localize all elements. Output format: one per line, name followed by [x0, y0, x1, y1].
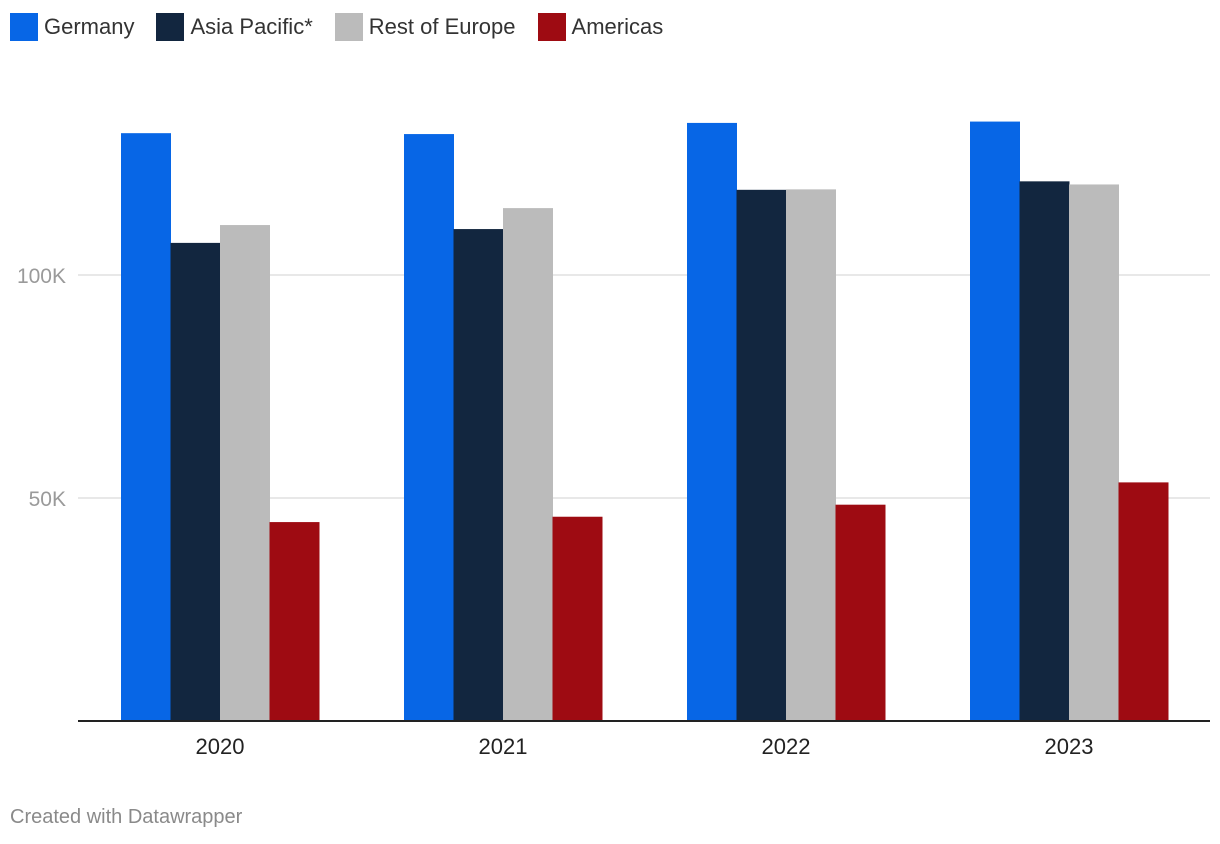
legend-label-germany: Germany	[44, 14, 135, 39]
bar-asia-pacific-2023	[1019, 181, 1070, 722]
y-tick-label-50k: 50K	[29, 488, 66, 511]
bar-asia-pacific-2021	[453, 229, 504, 721]
bar-asia-pacific-2020	[170, 242, 221, 721]
bar-rest-of-europe-2021	[503, 208, 553, 722]
bar-asia-pacific-2022	[736, 189, 787, 722]
x-tick-label-2020: 2020	[196, 734, 245, 759]
x-tick-label-2022: 2022	[762, 734, 811, 759]
legend-swatch-asia-pacific	[156, 13, 185, 41]
x-tick-label-2023: 2023	[1045, 734, 1094, 759]
bar-rest-of-europe-2020	[220, 225, 270, 721]
bar-germany-2023	[970, 121, 1020, 722]
legend-swatch-germany	[10, 13, 38, 41]
legend-swatch-rest-of-europe	[334, 13, 363, 41]
y-tick-label-100k: 100K	[17, 265, 66, 288]
bar-germany-2021	[404, 134, 454, 722]
bar-americas-2020	[269, 522, 320, 721]
bar-chart: 50K 100K 2020 2021 2022 2023	[17, 121, 1210, 759]
legend-label-americas: Americas	[571, 14, 664, 39]
bar-rest-of-europe-2023	[1069, 184, 1119, 721]
legend-item-americas: Americas	[537, 13, 664, 41]
legend-label-asia-pacific: Asia Pacific*	[190, 14, 313, 39]
legend-item-rest-of-europe: Rest of Europe	[334, 13, 516, 41]
x-tick-label-2021: 2021	[479, 734, 528, 759]
legend-swatch-americas	[537, 13, 566, 41]
bar-americas-2023	[1118, 482, 1169, 721]
chart-legend: Germany Asia Pacific* Rest of Europe Ame…	[10, 12, 685, 42]
legend-item-germany: Germany	[10, 13, 134, 41]
bar-germany-2022	[687, 122, 737, 721]
bar-americas-2021	[552, 516, 603, 721]
bar-rest-of-europe-2022	[786, 189, 836, 722]
bar-americas-2022	[835, 504, 886, 721]
legend-item-asia-pacific: Asia Pacific*	[156, 13, 313, 41]
bar-germany-2020	[121, 133, 171, 721]
legend-label-rest-of-europe: Rest of Europe	[368, 14, 516, 39]
footer-credit: Created with Datawrapper	[10, 806, 243, 828]
